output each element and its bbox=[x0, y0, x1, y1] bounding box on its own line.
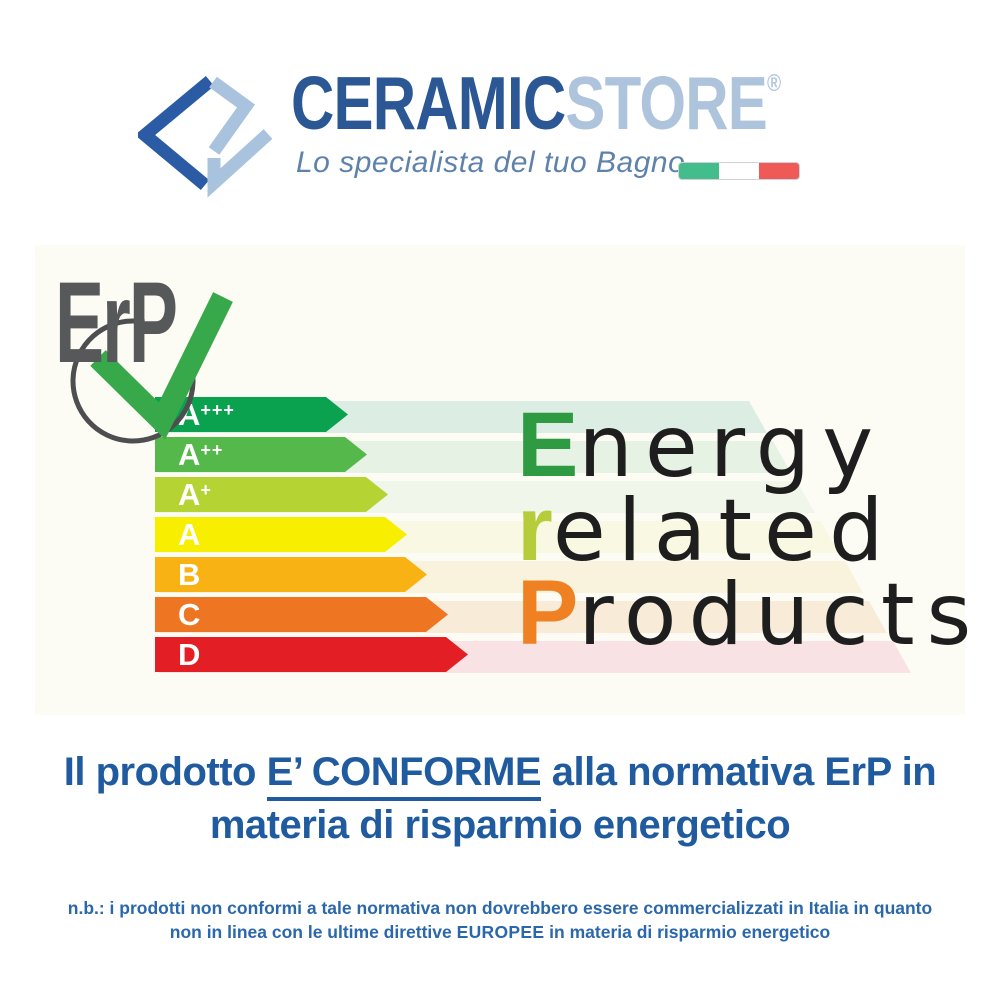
energy-related-products-wordmark: Energy related Products bbox=[517, 394, 984, 665]
rating-bar: C bbox=[155, 597, 448, 632]
brand-secondary: STORE bbox=[565, 61, 768, 145]
rating-grade-label: C bbox=[178, 597, 201, 632]
rating-grade-label: A+++ bbox=[178, 397, 235, 432]
rating-grade-label: B bbox=[178, 557, 201, 592]
rating-bar: A++ bbox=[155, 437, 367, 472]
wordmark-line: related bbox=[517, 478, 896, 581]
headline-line2: materia di risparmio energetico bbox=[209, 803, 791, 847]
rating-bar: D bbox=[155, 637, 468, 672]
footnote-line1: n.b.: i prodotti non conformi a tale nor… bbox=[67, 898, 933, 918]
brand-wordmark: CERAMICSTORE® bbox=[291, 66, 781, 141]
rating-grade-label: A bbox=[178, 517, 201, 552]
rating-bar: B bbox=[155, 557, 427, 592]
headline-prefix: Il prodotto bbox=[63, 750, 267, 794]
brand-primary: CERAMIC bbox=[291, 61, 566, 145]
wordmark-line: Energy bbox=[517, 394, 886, 497]
italian-flag-icon bbox=[678, 162, 800, 180]
footnote-line2: non in linea con le ultime direttive EUR… bbox=[169, 922, 831, 942]
erp-energy-label: A+++ A++ A+ A B C D ErP Energy related Products bbox=[35, 245, 971, 715]
registered-trademark: ® bbox=[767, 70, 782, 97]
footnote-europee-bold: EUROPEE bbox=[456, 922, 545, 942]
flag-green bbox=[679, 163, 719, 179]
headline-suffix: alla normativa ErP in bbox=[541, 750, 937, 794]
rating-grade-label: A+ bbox=[178, 477, 212, 512]
footnote: n.b.: i prodotti non conformi a tale nor… bbox=[0, 896, 1000, 944]
erp-checkmark-icon bbox=[70, 292, 233, 444]
flag-red bbox=[759, 163, 799, 179]
headline-emphasis: E’ CONFORME bbox=[266, 750, 542, 801]
rating-bar: A+ bbox=[155, 477, 388, 512]
rating-grade-label: D bbox=[178, 637, 201, 672]
wordmark-line: Products bbox=[517, 562, 984, 665]
ceramicstore-logo-icon bbox=[138, 76, 273, 198]
erp-logo-text: ErP bbox=[55, 259, 178, 387]
flag-white bbox=[719, 163, 759, 179]
rating-bar: A bbox=[155, 517, 407, 552]
rating-grade-label: A++ bbox=[178, 437, 224, 472]
brand-tagline: Lo specialista del tuo Bagno bbox=[296, 146, 686, 179]
conformity-headline: Il prodotto E’ CONFORME alla normativa E… bbox=[0, 746, 1000, 852]
